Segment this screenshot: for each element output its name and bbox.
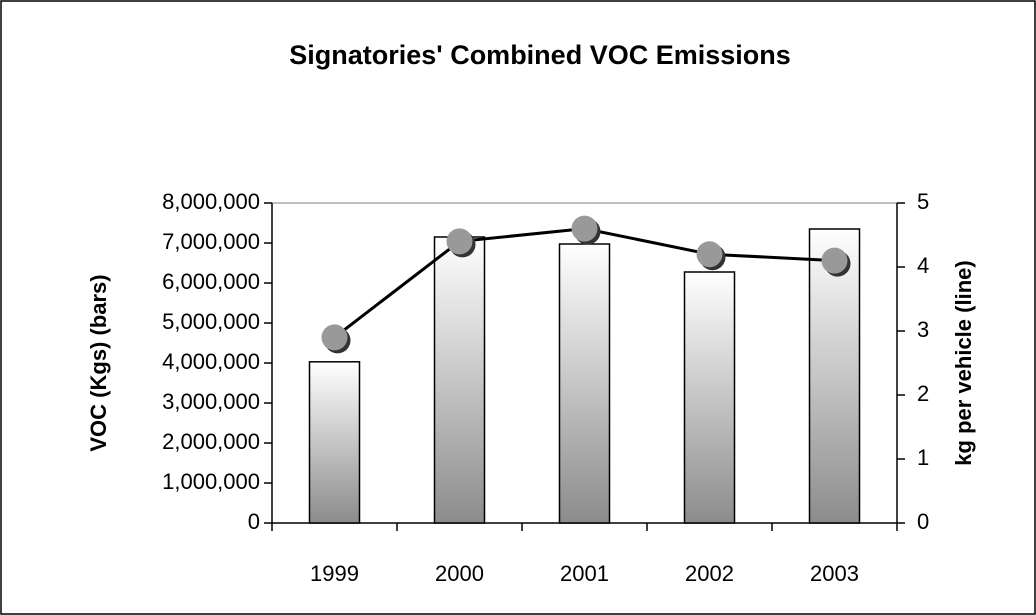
x-tick-label: 2003: [810, 561, 859, 586]
y2-tick-label: 2: [917, 381, 929, 406]
y-tick-label: 7,000,000: [162, 229, 260, 254]
marker: [446, 228, 473, 255]
y2-tick-label: 4: [917, 253, 929, 278]
y-tick-label: 8,000,000: [162, 189, 260, 214]
chart-title: Signatories' Combined VOC Emissions: [289, 40, 791, 70]
y-tick-label: 2,000,000: [162, 429, 260, 454]
bar: [808, 228, 861, 524]
bar: [683, 271, 736, 524]
x-tick-label: 2002: [685, 561, 734, 586]
bar: [308, 361, 361, 524]
y-axis-title: VOC (Kgs) (bars): [86, 274, 111, 451]
y-tick-label: 0: [248, 509, 260, 534]
y-tick-label: 4,000,000: [162, 349, 260, 374]
marker: [321, 324, 348, 351]
y2-axis-title: kg per vehicle (line): [951, 260, 976, 465]
x-tick-label: 1999: [310, 561, 359, 586]
y-tick-label: 6,000,000: [162, 269, 260, 294]
x-tick-label: 2001: [560, 561, 609, 586]
marker: [571, 215, 598, 242]
y2-tick-label: 3: [917, 317, 929, 342]
y-tick-label: 3,000,000: [162, 389, 260, 414]
marker: [696, 241, 723, 268]
y2-tick-label: 1: [917, 445, 929, 470]
x-tick-label: 2000: [435, 561, 484, 586]
y2-tick-label: 5: [917, 189, 929, 214]
marker: [821, 247, 848, 274]
bar: [558, 243, 611, 524]
y-tick-label: 5,000,000: [162, 309, 260, 334]
bar: [433, 236, 486, 524]
y2-tick-label: 0: [917, 509, 929, 534]
y-tick-label: 1,000,000: [162, 469, 260, 494]
